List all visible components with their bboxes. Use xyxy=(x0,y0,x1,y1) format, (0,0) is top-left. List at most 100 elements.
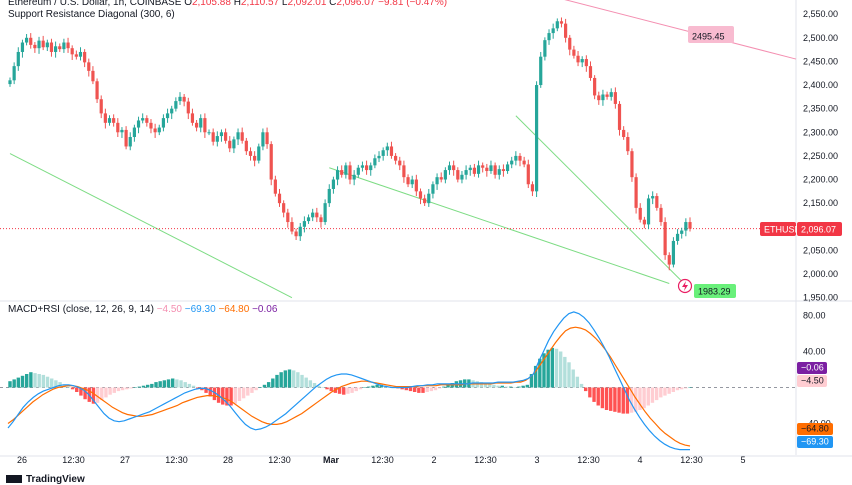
candle-body xyxy=(8,80,12,85)
histogram-bar xyxy=(246,387,250,396)
histogram-bar xyxy=(538,358,542,388)
histogram-bar xyxy=(617,387,621,413)
candle-body xyxy=(248,151,253,156)
candle xyxy=(593,75,597,100)
candle xyxy=(95,78,99,103)
histogram-bar xyxy=(95,387,100,403)
candle-body xyxy=(501,169,506,172)
candle xyxy=(194,120,199,132)
candle-body xyxy=(597,95,601,101)
histogram-bar xyxy=(241,387,246,399)
histogram-bar xyxy=(513,387,517,388)
candle-body xyxy=(24,37,29,43)
candle-body xyxy=(364,165,369,171)
resistance-label-bg xyxy=(688,26,734,43)
candle xyxy=(460,171,464,184)
candle xyxy=(261,128,265,151)
candle-body xyxy=(452,165,456,171)
chart-header: Ethereum / U.S. Dollar, 1h, COINBASE O2,… xyxy=(8,0,447,8)
candle xyxy=(54,41,58,58)
time-tick-label: 12:30 xyxy=(165,455,188,465)
candle xyxy=(236,128,240,146)
candle-body xyxy=(107,118,112,123)
candle-body xyxy=(20,42,25,52)
candle xyxy=(107,115,112,126)
macd-signal-badge-text: −64.80 xyxy=(801,424,829,434)
histogram-bar xyxy=(271,378,275,388)
candle-body xyxy=(659,207,663,223)
candle xyxy=(667,252,671,271)
histogram-bar xyxy=(550,347,555,388)
histogram-bar xyxy=(37,374,41,388)
time-tick-label: 4 xyxy=(637,455,642,465)
candle xyxy=(302,216,306,233)
candle xyxy=(389,141,394,159)
candle xyxy=(99,95,103,119)
candle xyxy=(356,164,360,178)
candle xyxy=(165,108,170,123)
candle-body xyxy=(559,21,564,24)
histogram-bar xyxy=(66,386,71,388)
macd-hist-badge: −0.06 xyxy=(797,362,827,374)
candle xyxy=(29,33,33,49)
price-tick-label: 2,550.00 xyxy=(803,9,838,19)
histogram-bar xyxy=(596,387,600,406)
symbol-badge-bg xyxy=(760,222,796,236)
histogram-bar xyxy=(204,387,208,393)
candle xyxy=(248,147,253,161)
support-line-3 xyxy=(515,115,683,282)
candle xyxy=(186,97,190,120)
candle-body xyxy=(182,96,186,102)
candle xyxy=(211,128,215,146)
candle-body xyxy=(369,165,373,171)
histogram-bar xyxy=(141,385,146,388)
candle-body xyxy=(622,129,626,138)
candle xyxy=(568,34,572,56)
candle-body xyxy=(253,155,257,161)
candle xyxy=(497,165,501,180)
candle-body xyxy=(356,167,360,175)
candle xyxy=(642,216,646,229)
candle-body xyxy=(41,40,45,48)
candle-body xyxy=(335,170,340,180)
candle xyxy=(476,160,481,178)
candle-body xyxy=(580,59,584,63)
candle-body xyxy=(306,217,311,222)
candle xyxy=(439,172,443,183)
candle xyxy=(630,148,634,182)
price-tick-label: 2,300.00 xyxy=(803,127,838,137)
candle-body xyxy=(16,51,20,67)
candle-body xyxy=(174,101,178,109)
macd-zero-badge-text: −4.50 xyxy=(801,376,824,386)
candle xyxy=(501,164,506,177)
histogram-bar xyxy=(279,372,283,388)
candle xyxy=(327,184,331,207)
histogram-bar xyxy=(8,381,12,388)
macd-zero-badge-bg xyxy=(797,375,827,387)
candle xyxy=(149,119,153,134)
candle-body xyxy=(161,118,166,128)
histogram-bar xyxy=(175,379,179,388)
histogram-bar xyxy=(367,386,371,388)
candle xyxy=(452,160,456,176)
candle xyxy=(456,167,460,183)
candle-body xyxy=(136,120,141,128)
candle xyxy=(373,154,377,169)
histogram-bar xyxy=(283,370,288,388)
candle-body xyxy=(348,165,352,180)
candle-body xyxy=(315,212,319,218)
candle-body xyxy=(319,217,323,223)
candle-body xyxy=(460,174,464,180)
candle xyxy=(62,38,66,53)
candle xyxy=(688,217,692,232)
candle-body xyxy=(128,137,132,147)
candle-body xyxy=(170,108,174,114)
candle xyxy=(377,151,381,163)
candle xyxy=(580,56,584,68)
candle xyxy=(331,176,336,194)
candle-body xyxy=(534,85,539,192)
candle xyxy=(638,203,642,223)
support-label-bg xyxy=(694,284,736,298)
candle xyxy=(605,91,609,100)
histogram-bar xyxy=(371,385,375,388)
